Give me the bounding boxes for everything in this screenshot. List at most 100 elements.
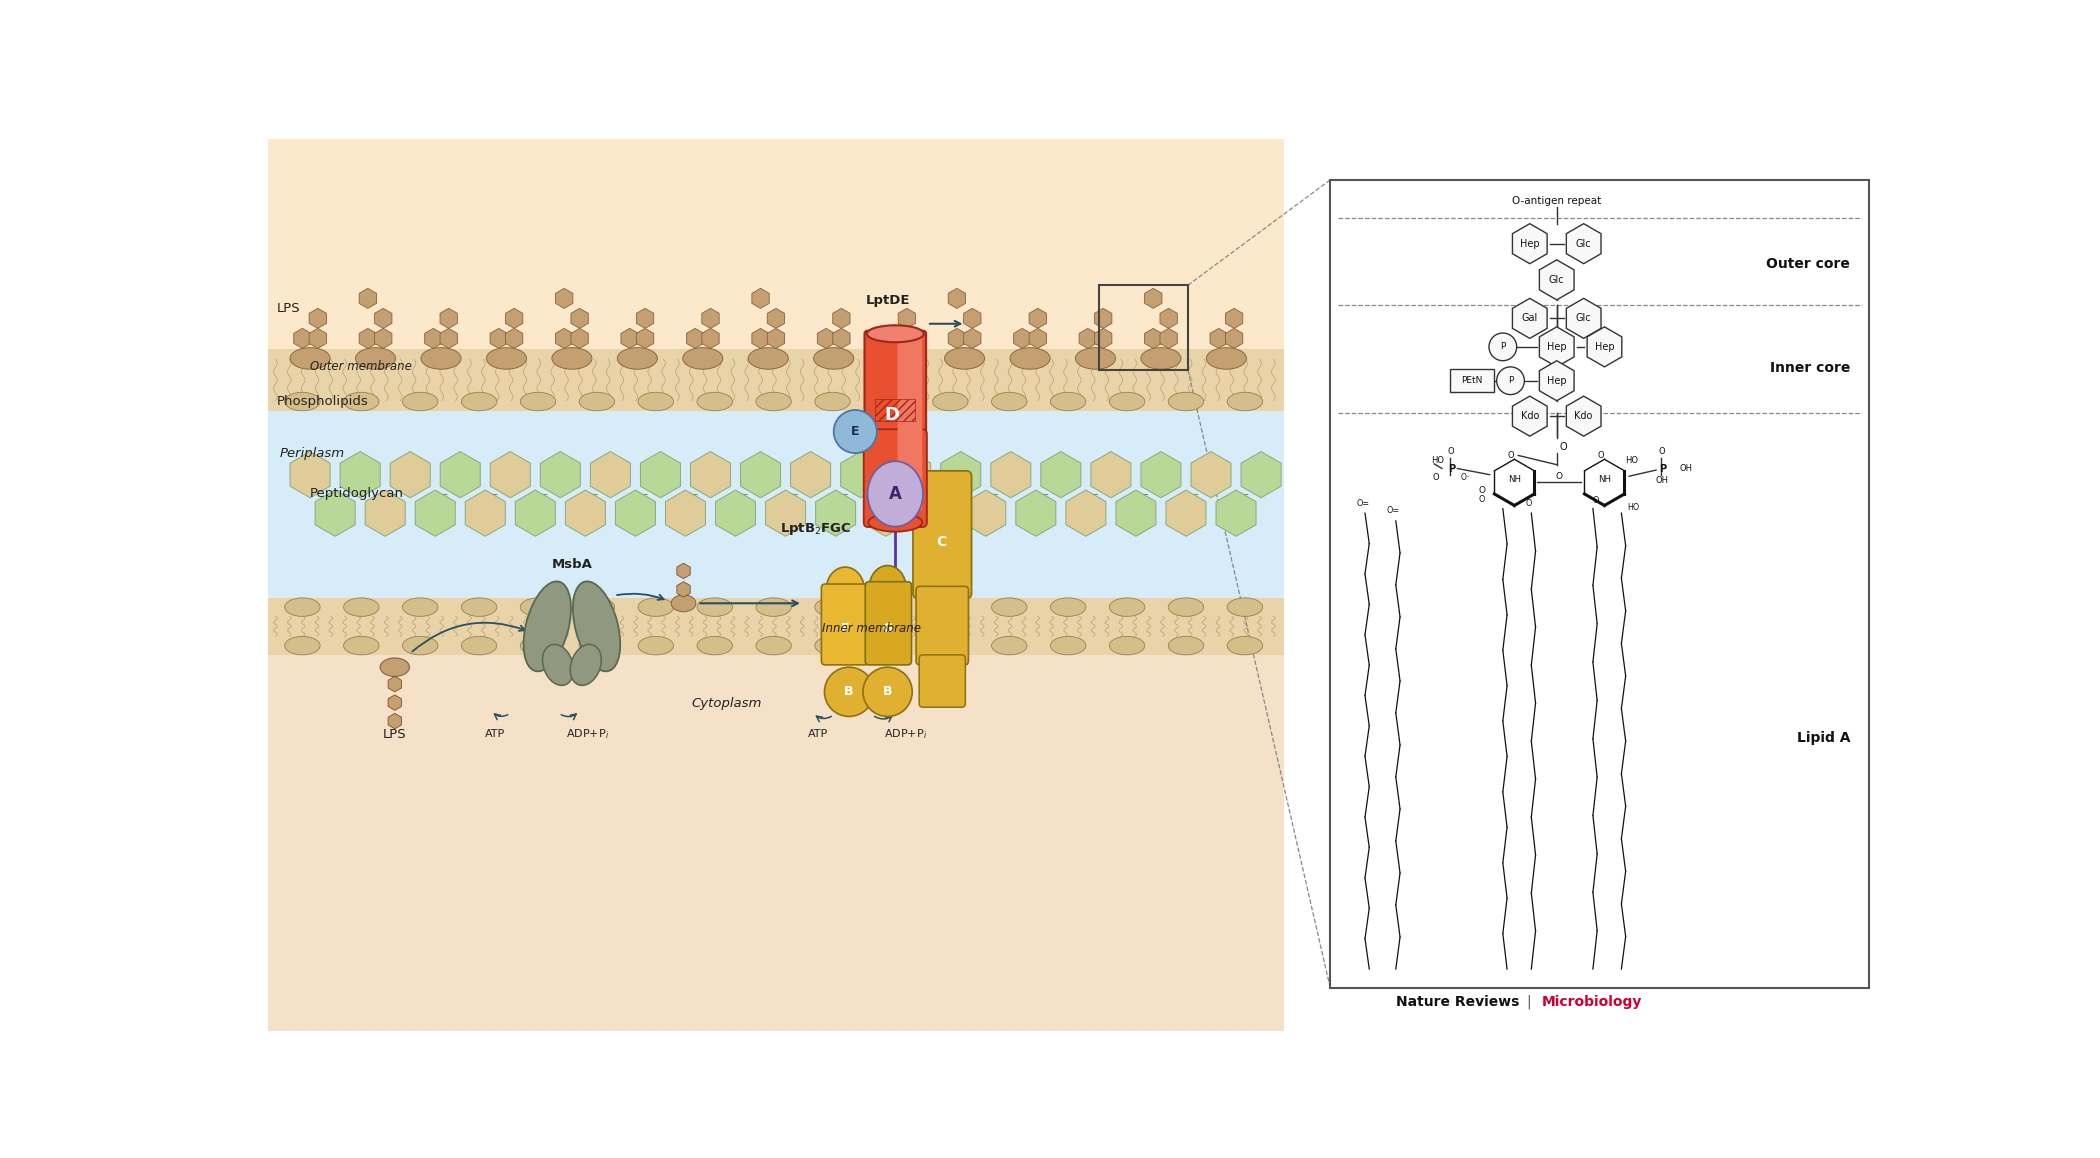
Polygon shape — [1079, 329, 1096, 349]
Ellipse shape — [748, 347, 788, 369]
Text: A: A — [888, 485, 901, 503]
Polygon shape — [1226, 308, 1243, 329]
Polygon shape — [899, 329, 916, 349]
Ellipse shape — [521, 637, 556, 655]
FancyBboxPatch shape — [920, 655, 966, 708]
Ellipse shape — [403, 598, 439, 616]
Polygon shape — [882, 329, 901, 349]
Polygon shape — [1140, 452, 1180, 498]
Ellipse shape — [932, 393, 968, 411]
Text: O⁻: O⁻ — [1460, 474, 1470, 482]
Ellipse shape — [1226, 598, 1262, 616]
Text: O: O — [1478, 485, 1485, 494]
Polygon shape — [840, 452, 880, 498]
Circle shape — [863, 667, 911, 717]
Bar — [269, 598, 1285, 655]
Ellipse shape — [813, 347, 855, 369]
Ellipse shape — [991, 598, 1027, 616]
Polygon shape — [1539, 259, 1575, 300]
Polygon shape — [506, 308, 523, 329]
Text: G: G — [882, 622, 892, 636]
Ellipse shape — [1050, 393, 1086, 411]
Ellipse shape — [867, 461, 924, 527]
Polygon shape — [636, 329, 653, 349]
Polygon shape — [964, 329, 981, 349]
Ellipse shape — [344, 637, 378, 655]
Circle shape — [825, 667, 874, 717]
Text: Hep: Hep — [1520, 239, 1539, 249]
Ellipse shape — [756, 637, 792, 655]
Polygon shape — [540, 452, 580, 498]
Text: O: O — [1447, 447, 1455, 456]
Polygon shape — [1067, 490, 1107, 536]
Polygon shape — [834, 329, 851, 349]
Ellipse shape — [580, 393, 615, 411]
Ellipse shape — [1226, 393, 1262, 411]
Polygon shape — [1166, 490, 1205, 536]
Ellipse shape — [638, 598, 674, 616]
Ellipse shape — [697, 598, 733, 616]
Polygon shape — [676, 563, 691, 579]
Ellipse shape — [697, 637, 733, 655]
Ellipse shape — [1050, 637, 1086, 655]
Text: LPS: LPS — [277, 302, 300, 315]
Ellipse shape — [355, 347, 395, 369]
Text: F: F — [840, 622, 850, 636]
Text: Nature Reviews: Nature Reviews — [1396, 995, 1518, 1009]
Polygon shape — [1567, 299, 1600, 338]
Text: |: | — [1527, 995, 1531, 1009]
Ellipse shape — [380, 658, 410, 676]
Ellipse shape — [521, 393, 556, 411]
Ellipse shape — [638, 637, 674, 655]
Ellipse shape — [1168, 637, 1203, 655]
Polygon shape — [834, 308, 851, 329]
Text: NH: NH — [1598, 475, 1611, 484]
Text: NH: NH — [1508, 475, 1520, 484]
Ellipse shape — [344, 598, 378, 616]
Polygon shape — [636, 308, 653, 329]
Text: O: O — [1478, 494, 1485, 504]
Text: O: O — [1598, 450, 1604, 460]
Text: O=: O= — [1386, 506, 1401, 515]
Polygon shape — [676, 581, 691, 598]
Ellipse shape — [290, 347, 330, 369]
Ellipse shape — [1075, 347, 1115, 369]
Text: LPS: LPS — [382, 727, 407, 741]
Text: Hep: Hep — [1548, 375, 1567, 386]
Polygon shape — [374, 308, 393, 329]
Polygon shape — [514, 490, 554, 536]
Bar — [1100, 285, 1189, 369]
Ellipse shape — [573, 581, 620, 672]
Text: B: B — [844, 686, 855, 698]
Polygon shape — [571, 308, 588, 329]
Text: LptDE: LptDE — [865, 294, 909, 307]
Polygon shape — [441, 308, 458, 329]
Polygon shape — [1567, 396, 1600, 437]
Ellipse shape — [682, 347, 722, 369]
Text: Microbiology: Microbiology — [1541, 995, 1642, 1009]
Text: P: P — [1499, 343, 1506, 351]
Ellipse shape — [945, 347, 985, 369]
Text: O: O — [1508, 450, 1514, 460]
Polygon shape — [1588, 327, 1621, 367]
Text: O: O — [1432, 474, 1438, 482]
Ellipse shape — [1226, 637, 1262, 655]
Ellipse shape — [874, 598, 909, 616]
Ellipse shape — [542, 644, 573, 686]
Text: HO: HO — [1430, 456, 1445, 466]
Polygon shape — [290, 452, 330, 498]
Polygon shape — [916, 490, 956, 536]
Polygon shape — [1191, 452, 1231, 498]
Polygon shape — [949, 329, 966, 349]
Ellipse shape — [580, 598, 615, 616]
Ellipse shape — [487, 347, 527, 369]
Polygon shape — [1539, 361, 1575, 401]
Text: LptB$_2$FGC: LptB$_2$FGC — [779, 521, 851, 536]
Polygon shape — [441, 452, 481, 498]
Polygon shape — [388, 676, 401, 691]
Bar — [269, 411, 1285, 598]
Polygon shape — [466, 490, 506, 536]
Polygon shape — [506, 329, 523, 349]
Polygon shape — [640, 452, 680, 498]
Text: Periplasm: Periplasm — [279, 447, 344, 460]
